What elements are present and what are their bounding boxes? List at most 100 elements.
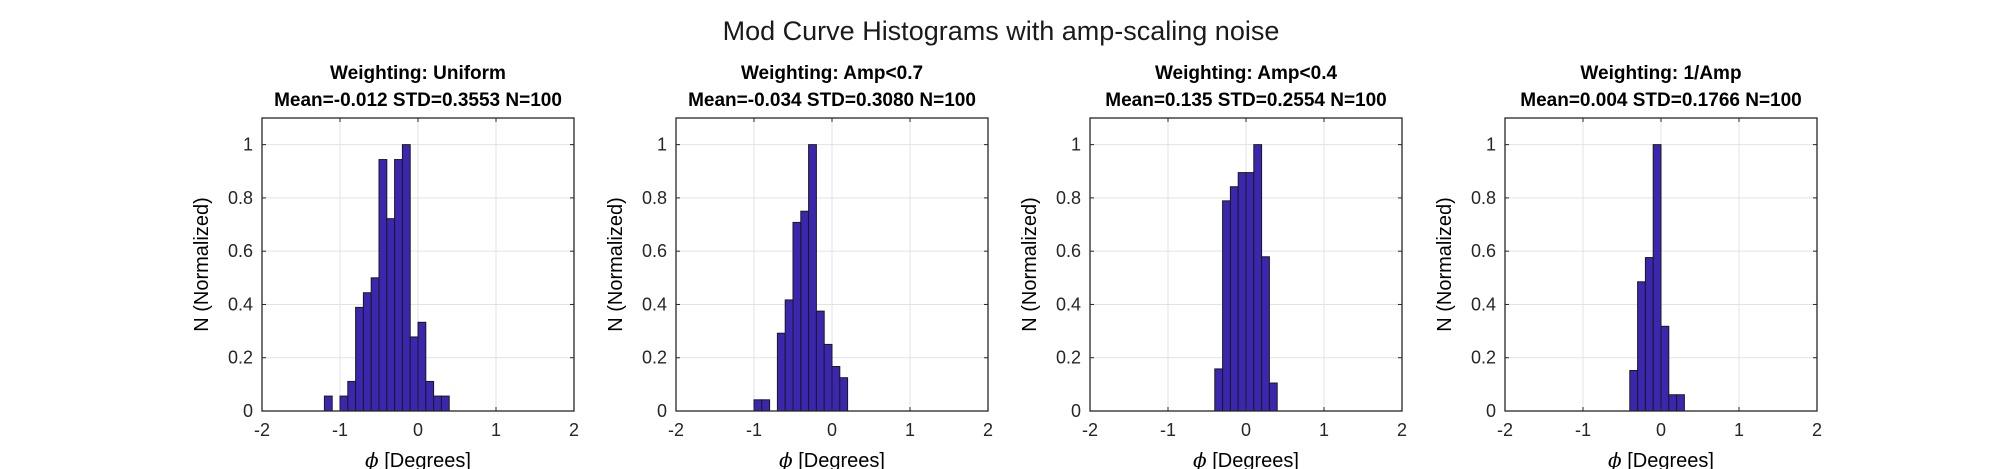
histogram-bar	[1214, 368, 1224, 412]
histogram-bar	[1644, 257, 1654, 412]
y-tick-label: 0.2	[228, 348, 253, 368]
histogram-bar	[347, 380, 357, 412]
histogram-bar	[1237, 172, 1247, 412]
x-tick-label: 0	[413, 420, 423, 440]
x-tick-label: 0	[1656, 420, 1666, 440]
figure-title: Mod Curve Histograms with amp-scaling no…	[723, 16, 1280, 46]
y-tick-label: 0.2	[642, 348, 667, 368]
chart-panel-3: -2 -1 0 1 2 0 0.2 0.4 0.6 0.8 1 Weighting: Amp<0.4 M…	[1019, 63, 1407, 469]
histogram-bar	[792, 221, 802, 412]
histogram-bar	[425, 380, 435, 412]
y-axis-label: N (Normalized)	[191, 197, 213, 331]
y-tick-label: 1	[1486, 135, 1496, 155]
histogram-bar	[323, 395, 333, 412]
histogram-bar	[815, 310, 825, 412]
y-axis-label: N (Normalized)	[605, 197, 627, 331]
x-tick-label: -1	[1160, 420, 1176, 440]
subplot-stats: Mean=0.004 STD=0.1766 N=100	[1520, 90, 1802, 111]
x-axis-label: ϕ [Degrees]	[779, 448, 885, 469]
histogram-bar	[1629, 370, 1639, 412]
subplot-stats: Mean=0.135 STD=0.2554 N=100	[1105, 90, 1387, 111]
histogram-bar	[1245, 172, 1255, 412]
histogram-bar	[401, 144, 411, 412]
x-tick-label: 1	[905, 420, 915, 440]
histogram-bar	[1268, 382, 1278, 412]
subplot-stats: Mean=-0.012 STD=0.3553 N=100	[274, 90, 562, 111]
y-tick-label: 1	[657, 135, 667, 155]
y-tick-label: 0	[1071, 401, 1081, 421]
x-tick-label: 0	[827, 420, 837, 440]
chart-panel-2: -2 -1 0 1 2 0 0.2 0.4 0.6 0.8 1 Weighting: Amp<0.7 M…	[605, 63, 993, 469]
histogram-bar	[1660, 325, 1670, 412]
histogram-bar	[378, 159, 388, 412]
y-tick-label: 0.4	[1056, 294, 1081, 314]
x-tick-label: 1	[1319, 420, 1329, 440]
subplot-title: Weighting: Amp<0.7	[741, 63, 923, 84]
x-tick-label: -1	[1575, 420, 1591, 440]
y-tick-label: 0.6	[228, 241, 253, 261]
x-tick-label: -1	[746, 420, 762, 440]
y-tick-label: 0.8	[1056, 188, 1081, 208]
histogram-bar	[1676, 394, 1685, 412]
histogram-bar	[1668, 394, 1678, 412]
histogram-bar	[386, 218, 396, 412]
histogram-bar	[776, 332, 786, 412]
y-tick-label: 0	[1486, 401, 1496, 421]
y-tick-label: 0.2	[1471, 348, 1496, 368]
x-tick-label: -2	[668, 420, 684, 440]
x-tick-label: 2	[569, 420, 579, 440]
histogram-bar	[417, 321, 427, 412]
x-axis-label: ϕ [Degrees]	[1193, 448, 1299, 469]
histogram-bar	[355, 306, 364, 412]
y-tick-label: 0.6	[1471, 241, 1496, 261]
x-tick-label: 0	[1241, 420, 1251, 440]
subplot-stats: Mean=-0.034 STD=0.3080 N=100	[688, 90, 976, 111]
y-tick-label: 0	[657, 401, 667, 421]
histogram-bar	[808, 144, 817, 412]
y-tick-label: 1	[243, 135, 253, 155]
histogram-bar	[823, 343, 833, 412]
histogram-bar	[1229, 186, 1239, 412]
histogram-bar	[761, 399, 771, 412]
x-tick-label: -2	[1497, 420, 1513, 440]
y-axis-label: N (Normalized)	[1434, 197, 1456, 331]
subplot-title: Weighting: 1/Amp	[1580, 63, 1741, 84]
chart-panel-1: -2 -1 0 1 2 0 0.2 0.4 0.6 0.8 1 Weighting: Uniform M…	[191, 63, 579, 469]
x-tick-label: -2	[1082, 420, 1098, 440]
y-tick-label: 1	[1071, 135, 1081, 155]
subplot-title: Weighting: Uniform	[330, 63, 506, 84]
x-axis-label: ϕ [Degrees]	[1608, 448, 1714, 469]
y-tick-label: 0.2	[1056, 348, 1081, 368]
histogram-bar	[1261, 256, 1270, 412]
histogram-bar	[839, 377, 849, 412]
y-tick-label: 0.8	[642, 188, 667, 208]
x-tick-label: 1	[1734, 420, 1744, 440]
histogram-bar	[394, 159, 403, 412]
y-axis-label: N (Normalized)	[1019, 197, 1041, 331]
histogram-bar	[784, 299, 794, 412]
histogram-bar	[409, 336, 419, 412]
x-axis-label: ϕ [Degrees]	[365, 448, 471, 469]
y-tick-label: 0.4	[642, 294, 667, 314]
histogram-bar	[1253, 144, 1263, 412]
y-tick-label: 0.8	[1471, 188, 1496, 208]
histogram-bar	[800, 210, 810, 412]
histogram-bar	[831, 366, 841, 412]
histogram-bar	[433, 395, 442, 412]
histogram-bar	[1222, 200, 1231, 412]
y-tick-label: 0.6	[1056, 241, 1081, 261]
y-tick-label: 0.6	[642, 241, 667, 261]
y-tick-label: 0	[243, 401, 253, 421]
x-tick-label: -2	[254, 420, 270, 440]
x-tick-label: 2	[983, 420, 993, 440]
x-tick-label: 2	[1812, 420, 1822, 440]
histogram-bar	[362, 292, 372, 412]
histogram-bar	[339, 395, 349, 412]
histogram-bar	[440, 395, 450, 412]
y-tick-label: 0.4	[228, 294, 253, 314]
y-tick-label: 0.4	[1471, 294, 1496, 314]
histogram-bar	[370, 277, 380, 412]
chart-panel-4: -2 -1 0 1 2 0 0.2 0.4 0.6 0.8 1 Weighting: 1/Amp Mea…	[1434, 63, 1822, 469]
histogram-bar	[753, 399, 763, 412]
